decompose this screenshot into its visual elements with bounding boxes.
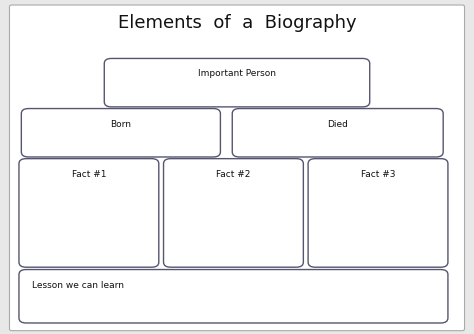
FancyBboxPatch shape <box>232 109 443 157</box>
FancyBboxPatch shape <box>19 159 159 267</box>
Text: Died: Died <box>327 120 348 129</box>
Text: Born: Born <box>110 120 131 129</box>
Text: Lesson we can learn: Lesson we can learn <box>32 281 124 290</box>
FancyBboxPatch shape <box>164 159 303 267</box>
Text: Fact #1: Fact #1 <box>72 170 106 179</box>
FancyBboxPatch shape <box>9 5 465 331</box>
Text: Elements  of  a  Biography: Elements of a Biography <box>118 14 356 32</box>
Text: Important Person: Important Person <box>198 69 276 78</box>
Text: Fact #2: Fact #2 <box>216 170 251 179</box>
FancyBboxPatch shape <box>308 159 448 267</box>
FancyBboxPatch shape <box>19 270 448 323</box>
FancyBboxPatch shape <box>104 58 370 107</box>
Text: Fact #3: Fact #3 <box>361 170 395 179</box>
FancyBboxPatch shape <box>21 109 220 157</box>
